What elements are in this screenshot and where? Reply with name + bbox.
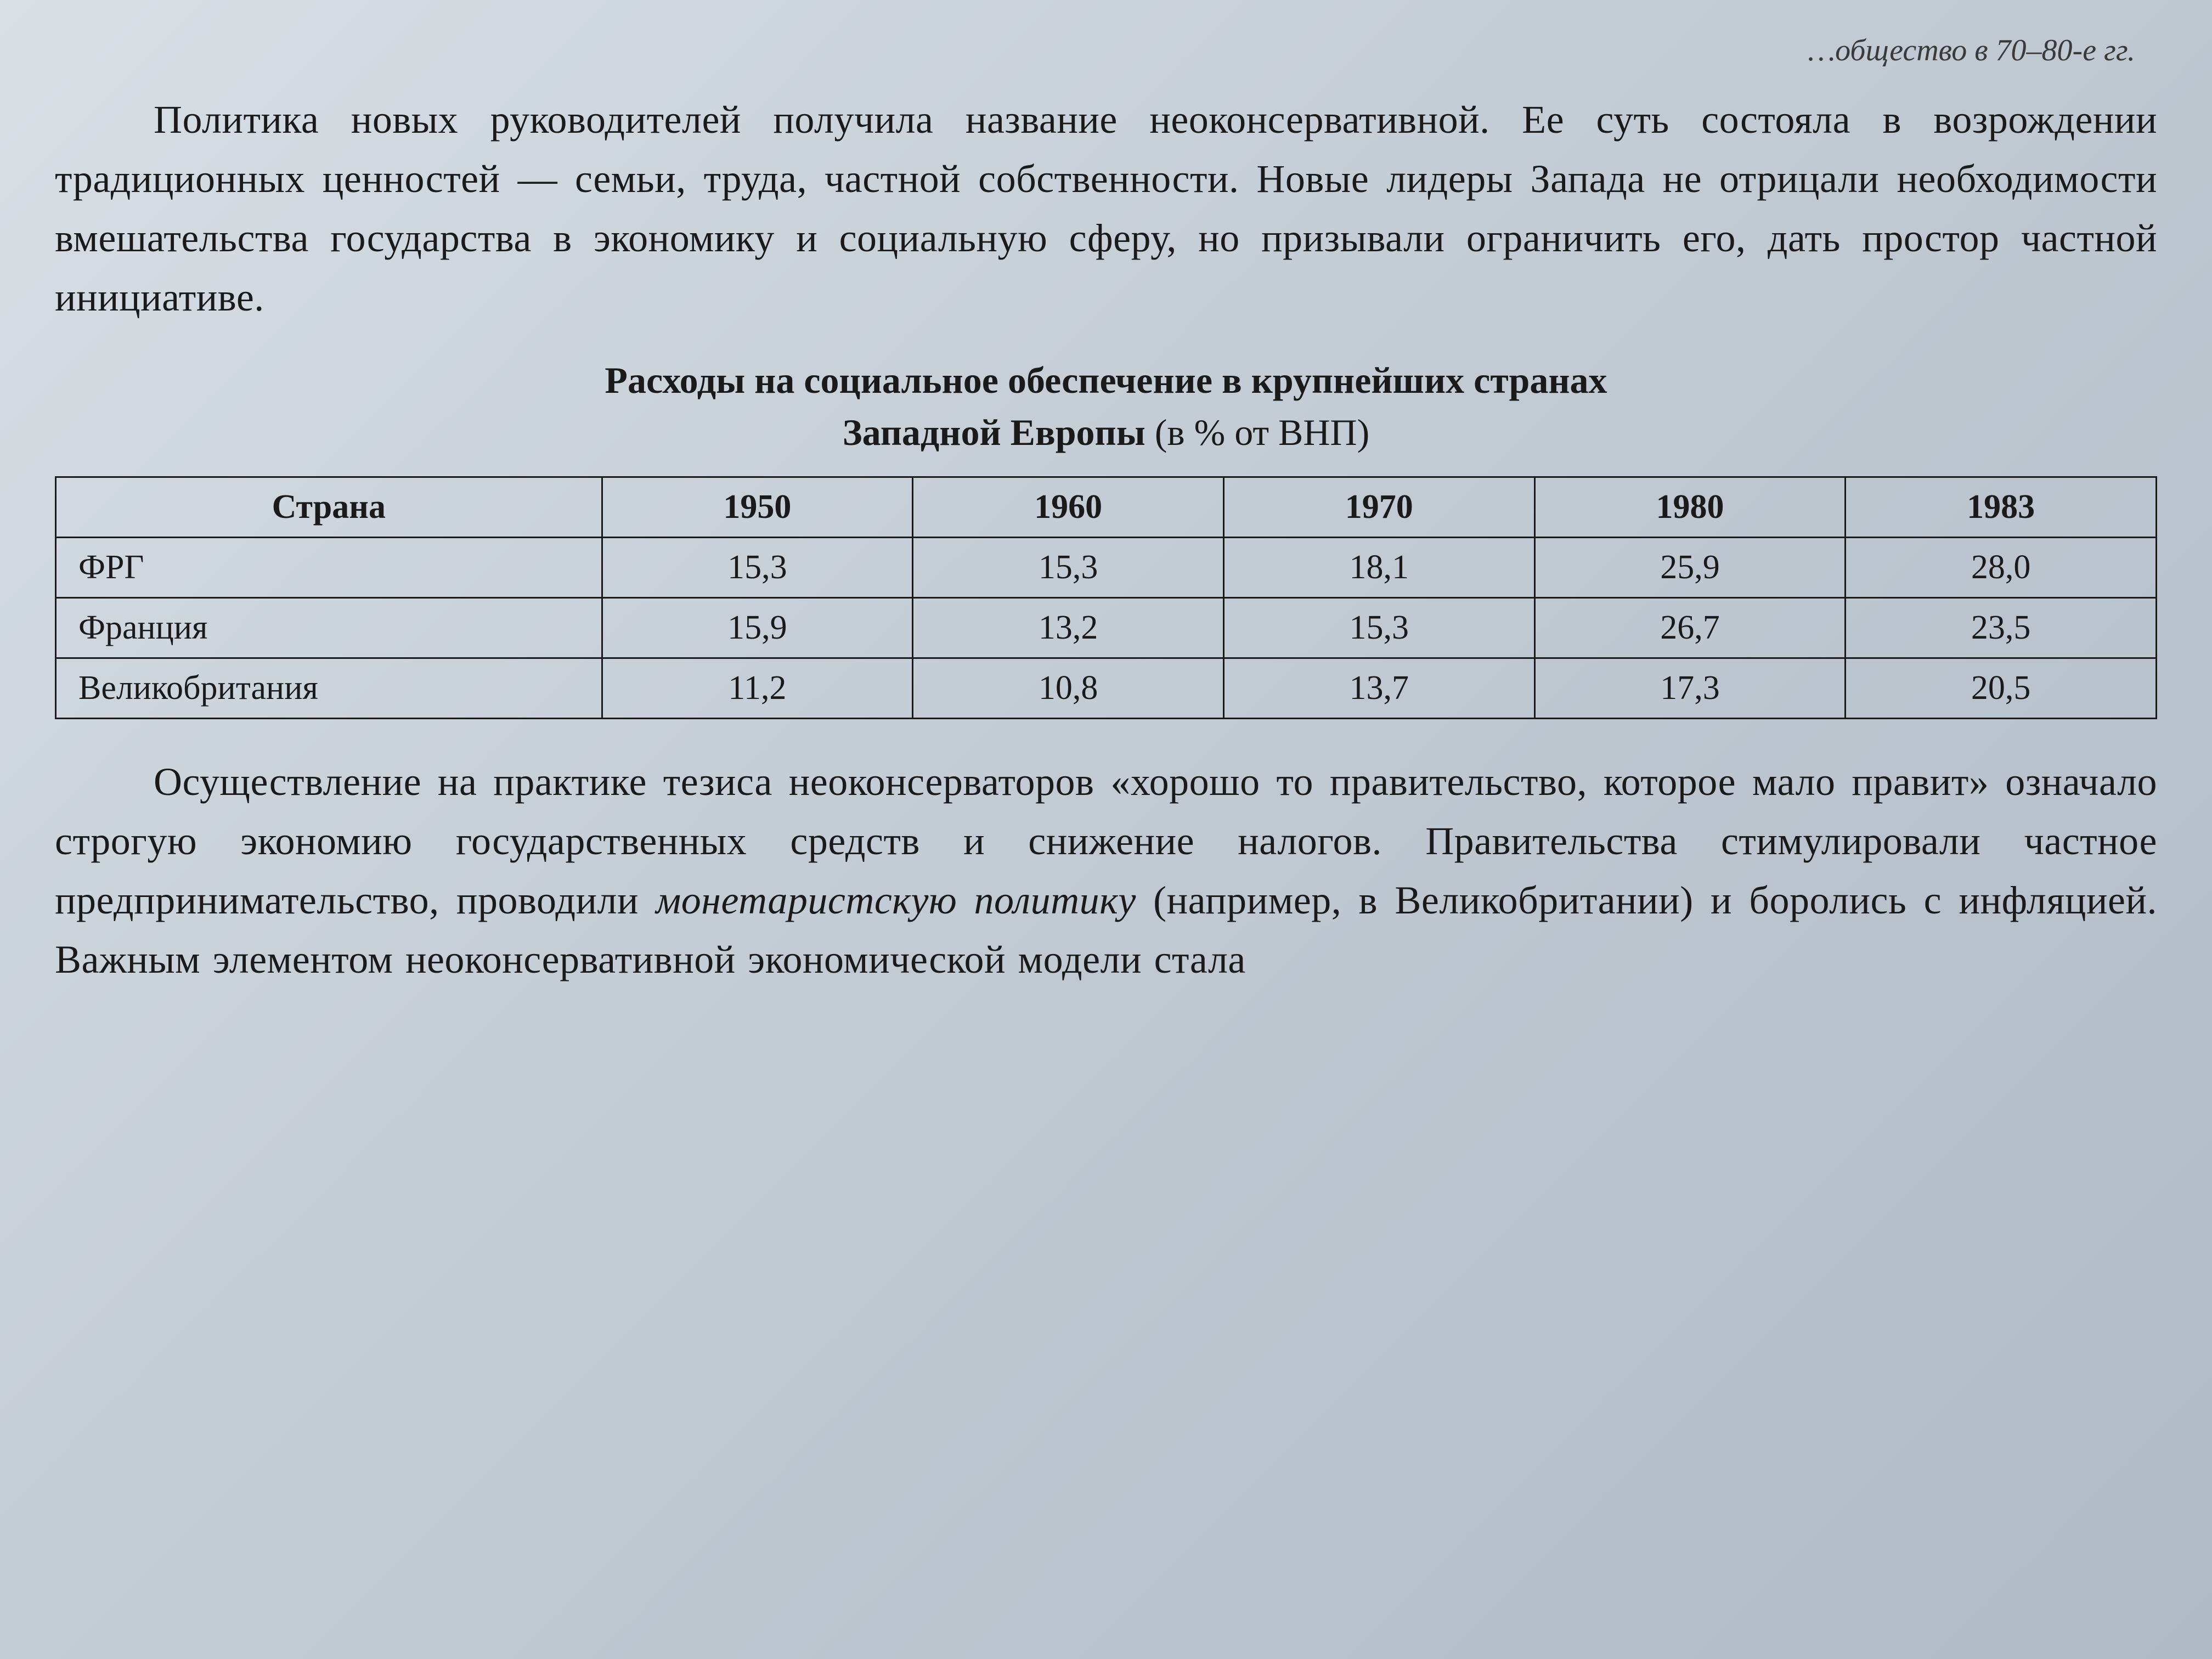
table-title-line2: Западной Европы (в % от ВНП) bbox=[55, 411, 2157, 454]
cell-value: 11,2 bbox=[602, 658, 913, 719]
table-section: Расходы на социальное обеспечение в круп… bbox=[55, 354, 2157, 719]
cell-value: 15,3 bbox=[913, 538, 1224, 598]
cell-value: 23,5 bbox=[1846, 598, 2157, 658]
cell-value: 15,3 bbox=[1223, 598, 1534, 658]
table-title-line2-bold: Западной Европы bbox=[843, 411, 1146, 453]
paragraph-2: Осуществление на практике тезиса неоконс… bbox=[55, 752, 2157, 989]
paragraph-1: Политика новых руководителей получила на… bbox=[55, 90, 2157, 327]
table-title-line2-light: (в % от ВНП) bbox=[1146, 411, 1369, 453]
cell-value: 26,7 bbox=[1534, 598, 1846, 658]
table-title-line1: Расходы на социальное обеспечение в круп… bbox=[55, 354, 2157, 407]
col-header-1970: 1970 bbox=[1223, 477, 1534, 538]
table-row: Франция 15,9 13,2 15,3 26,7 23,5 bbox=[56, 598, 2157, 658]
col-header-1960: 1960 bbox=[913, 477, 1224, 538]
cell-value: 13,7 bbox=[1223, 658, 1534, 719]
col-header-1980: 1980 bbox=[1534, 477, 1846, 538]
cell-value: 20,5 bbox=[1846, 658, 2157, 719]
cell-country: Франция bbox=[56, 598, 602, 658]
cell-value: 15,3 bbox=[602, 538, 913, 598]
italic-term: монетаристскую политику bbox=[656, 878, 1136, 922]
cell-value: 15,9 bbox=[602, 598, 913, 658]
cell-value: 28,0 bbox=[1846, 538, 2157, 598]
cell-value: 18,1 bbox=[1223, 538, 1534, 598]
textbook-page: …общество в 70–80-е гг. Политика новых р… bbox=[33, 22, 2179, 1017]
social-spending-table: Страна 1950 1960 1970 1980 1983 ФРГ 15,3… bbox=[55, 476, 2157, 719]
cell-value: 13,2 bbox=[913, 598, 1224, 658]
cell-value: 25,9 bbox=[1534, 538, 1846, 598]
table-row: ФРГ 15,3 15,3 18,1 25,9 28,0 bbox=[56, 538, 2157, 598]
table-row: Великобритания 11,2 10,8 13,7 17,3 20,5 bbox=[56, 658, 2157, 719]
col-header-1950: 1950 bbox=[602, 477, 913, 538]
col-header-1983: 1983 bbox=[1846, 477, 2157, 538]
cell-country: ФРГ bbox=[56, 538, 602, 598]
col-header-country: Страна bbox=[56, 477, 602, 538]
table-header-row: Страна 1950 1960 1970 1980 1983 bbox=[56, 477, 2157, 538]
cell-value: 10,8 bbox=[913, 658, 1224, 719]
cell-country: Великобритания bbox=[56, 658, 602, 719]
running-header-fragment: …общество в 70–80-е гг. bbox=[55, 33, 2157, 68]
cell-value: 17,3 bbox=[1534, 658, 1846, 719]
